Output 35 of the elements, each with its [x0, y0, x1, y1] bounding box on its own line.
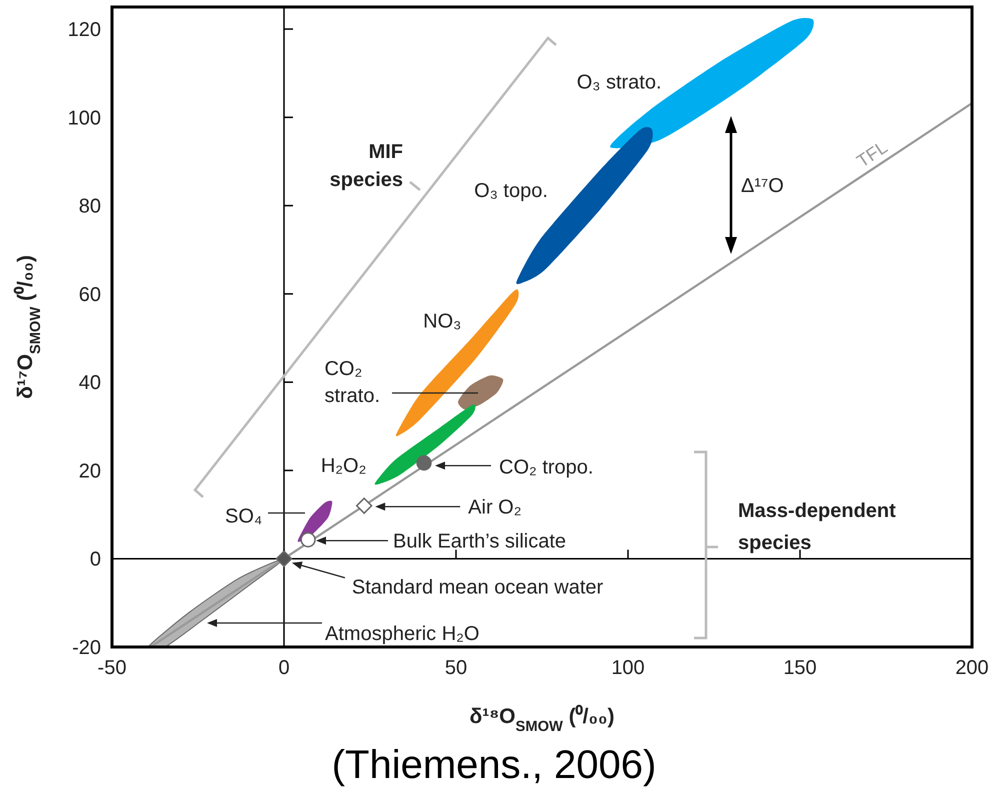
point: [356, 498, 372, 514]
series-label: H₂O₂: [320, 455, 366, 478]
series-label: O₃ topo.: [474, 180, 548, 202]
y-tick-label: 60: [78, 284, 101, 306]
text: TFL: [853, 137, 891, 172]
y-tick-label: 120: [68, 19, 101, 42]
x-tick-label: -50: [98, 657, 126, 679]
annotation: Bulk Earth’s silicate: [392, 530, 566, 553]
series-label: SO₄: [225, 505, 262, 528]
point: [416, 455, 432, 471]
y-tick-label: 100: [68, 107, 101, 130]
text: CO₂ strato.: [324, 358, 380, 407]
x-tick-label: 150: [783, 657, 817, 679]
y-tick-label: 80: [78, 196, 101, 218]
y-tick-label: 20: [78, 460, 101, 482]
point: [300, 532, 316, 548]
y-tick-label: -20: [72, 637, 101, 659]
x-tick-label: 100: [611, 657, 645, 679]
text: Atmospheric H₂O: [325, 622, 480, 645]
annotation: MIF species: [330, 141, 403, 191]
y-tick-label: 40: [78, 372, 101, 394]
point: [276, 550, 292, 567]
y-tick-label: 0: [90, 548, 101, 571]
annotation: Air O₂: [468, 496, 522, 519]
annotation: CO₂ tropo.: [499, 456, 594, 479]
series-label: NO₃: [423, 310, 462, 332]
text: (Thiemens., 2006): [332, 743, 656, 787]
x-tick-label: 0: [278, 657, 290, 679]
annotation: Δ¹⁷O: [741, 175, 784, 197]
x-tick-label: 50: [444, 657, 468, 679]
annotation: Mass-dependent species: [738, 500, 896, 554]
annotation: Standard mean ocean water: [352, 576, 604, 599]
x-tick-label: 200: [955, 657, 989, 679]
x-axis-title: δ¹⁸O$_{SMOW}$ (⁰/₀₀): [470, 704, 614, 735]
series-label: O₃ strato.: [576, 72, 662, 94]
